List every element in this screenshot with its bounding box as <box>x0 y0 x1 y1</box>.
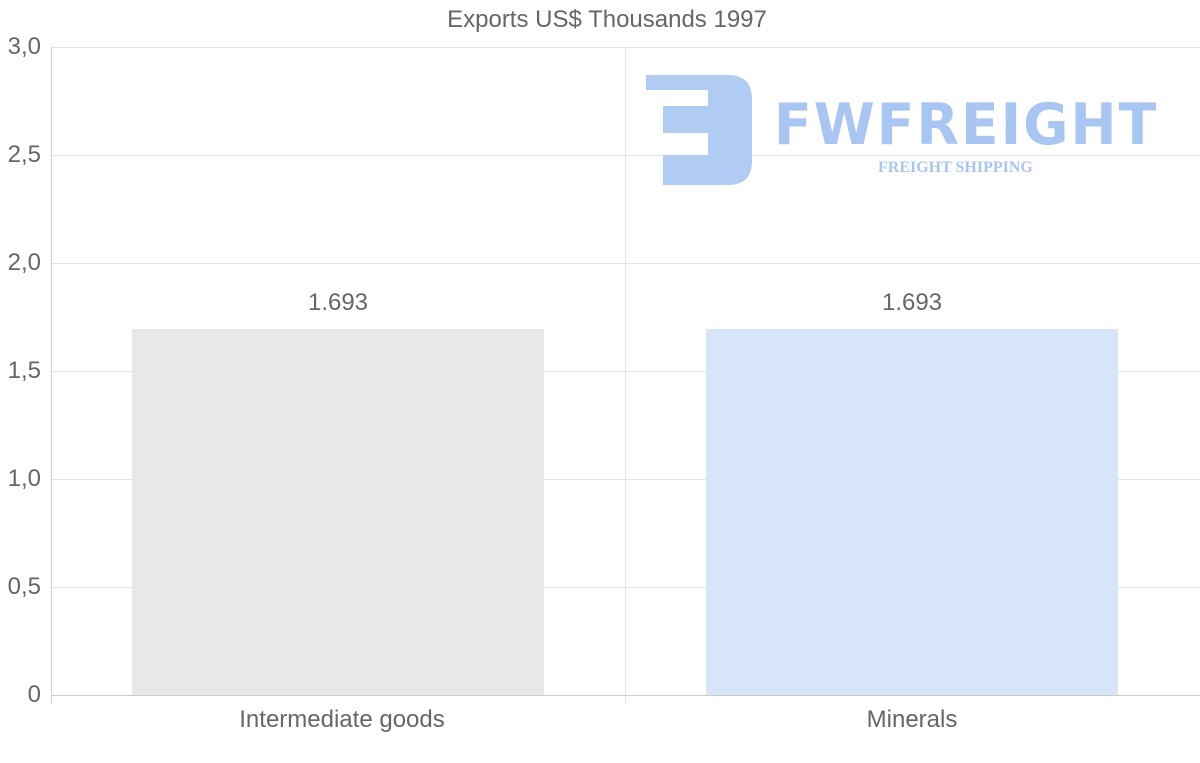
y-tick-label: 2,5 <box>7 141 41 168</box>
fwfreight-logo-icon <box>646 75 752 185</box>
watermark-brand: FWFREIGHT <box>774 92 1159 158</box>
y-tick-label: 0,5 <box>7 573 41 600</box>
watermark-tagline: FREIGHT SHIPPING <box>878 159 1033 176</box>
y-tick-label: 3,0 <box>7 33 41 60</box>
plot-area <box>51 47 1200 703</box>
x-axis-line <box>51 695 1200 696</box>
bar-value-label: 1.693 <box>881 289 943 316</box>
y-axis-line <box>51 47 52 703</box>
bar-intermediate-goods[interactable] <box>132 329 544 695</box>
y-tick-label: 2,0 <box>7 249 41 276</box>
y-tick-label: 0 <box>27 681 41 708</box>
bar-minerals[interactable] <box>706 329 1118 695</box>
fwfreight-watermark: FWFREIGHT FREIGHT SHIPPING <box>646 73 1156 188</box>
y-tick-label: 1,0 <box>7 465 41 492</box>
bar-value-label: 1.693 <box>307 289 369 316</box>
x-tick-label: Minerals <box>866 706 958 733</box>
chart-title: Exports US$ Thousands 1997 <box>447 6 767 33</box>
x-tick-label: Intermediate goods <box>239 706 445 733</box>
y-tick-label: 1,5 <box>7 357 41 384</box>
category-divider <box>625 47 626 703</box>
